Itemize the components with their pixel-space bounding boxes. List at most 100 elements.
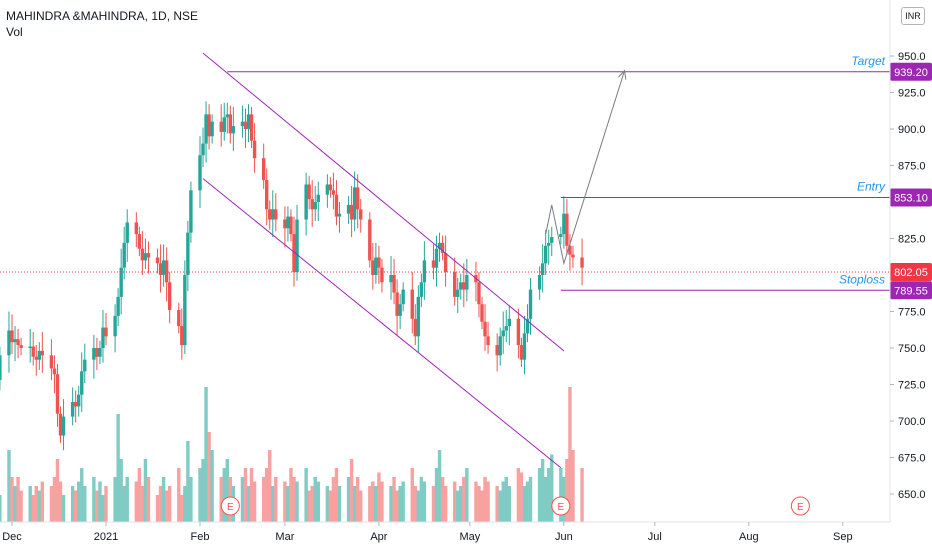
candle-body: [119, 267, 123, 297]
volume-bar: [525, 481, 530, 522]
candle-body: [374, 257, 378, 275]
volume-bar: [410, 468, 414, 522]
candle-body: [134, 222, 139, 235]
candle-body: [416, 296, 421, 337]
candle-body: [143, 253, 148, 261]
volume-bar: [559, 468, 563, 522]
candle-body: [292, 234, 296, 273]
drawings[interactable]: 802.05 939.20 Target 853.10 Entry 789.55 Stopl…: [0, 52, 932, 469]
candle-body: [222, 117, 226, 132]
candle-body: [431, 260, 436, 268]
volume-bar: [52, 477, 57, 522]
volume-bar: [422, 481, 427, 522]
volume-legend[interactable]: Vol: [6, 25, 23, 39]
volume-bar: [222, 468, 226, 522]
level-price-label: 939.20: [894, 67, 928, 79]
volume-bar: [331, 477, 336, 522]
candle-body: [92, 348, 96, 360]
volume-bar: [295, 481, 299, 522]
chart-legend[interactable]: MAHINDRA &MAHINDRA, 1D, NSE Vol: [6, 8, 198, 40]
volume-bar: [416, 490, 421, 522]
volume-bar: [359, 490, 363, 522]
candle-body: [0, 355, 2, 381]
projection-arrowhead: [617, 69, 627, 80]
candle-body: [307, 184, 311, 200]
candle-body: [401, 289, 405, 305]
y-tick-label: 950.0: [898, 51, 926, 63]
candle-body: [440, 242, 445, 254]
volume-bar: [265, 468, 269, 522]
candle-body: [443, 253, 448, 273]
volume-bar: [92, 477, 96, 522]
volume-bar: [325, 486, 330, 522]
volume-bar: [122, 486, 126, 522]
candle-body: [346, 204, 351, 214]
candle-body: [186, 232, 190, 275]
candle-body: [316, 194, 320, 202]
volume-bar: [568, 387, 572, 522]
volume-bar: [155, 495, 160, 522]
volume-bar: [77, 481, 81, 522]
volume-bar: [292, 477, 296, 522]
volume-bar: [286, 486, 290, 522]
candle-body: [286, 216, 290, 229]
level-name-label: Entry: [857, 179, 886, 193]
volume-bar: [198, 468, 202, 522]
symbol-title[interactable]: MAHINDRA &MAHINDRA, 1D, NSE: [6, 9, 199, 23]
candle-body: [540, 263, 545, 275]
volume-bar: [164, 490, 169, 522]
candle-body: [155, 257, 160, 264]
volume-bar: [289, 468, 293, 522]
candle-body: [462, 282, 466, 290]
level-price-tag: [890, 62, 932, 81]
candle-body: [313, 202, 317, 210]
projection-path: [545, 70, 625, 266]
volume-bar: [498, 490, 502, 522]
volume-bar: [440, 477, 445, 522]
volume-bar: [377, 472, 381, 522]
candle-body: [437, 242, 442, 249]
volume-bar: [34, 486, 38, 522]
candle-body: [525, 318, 530, 334]
y-tick-label: 775.0: [898, 307, 926, 319]
candle-body: [268, 209, 272, 220]
volume-bar: [37, 490, 41, 522]
volume-bar: [183, 486, 187, 522]
volume-bar: [158, 486, 163, 522]
candle-body: [562, 213, 566, 235]
candle-body: [113, 315, 117, 337]
candle-body: [498, 336, 502, 356]
candle-body: [325, 184, 330, 195]
level-name-label: Target: [851, 54, 885, 68]
candle-body: [331, 190, 336, 195]
volume-bar: [528, 477, 533, 522]
volume-bar: [137, 468, 142, 522]
candle-body: [52, 368, 57, 375]
candle-body: [252, 140, 257, 159]
candle-body: [389, 275, 393, 283]
candle-body: [283, 219, 287, 229]
candle-body: [98, 348, 102, 357]
candle-body: [568, 245, 572, 255]
x-tick-label: Dec: [2, 531, 22, 543]
volume-bar: [177, 468, 181, 522]
candle-body: [95, 348, 99, 357]
volume-bar: [465, 468, 469, 522]
volume-bar: [101, 495, 105, 522]
candle-body: [507, 318, 511, 327]
y-tick-label: 825.0: [898, 234, 926, 246]
currency-badge[interactable]: INR: [901, 7, 925, 25]
last-price-label: 802.05: [894, 267, 928, 279]
candle-body: [328, 184, 333, 191]
volume-bar: [83, 486, 87, 522]
candle-body: [495, 345, 499, 356]
volume-bar: [31, 495, 35, 522]
volume-bar: [261, 477, 266, 522]
candle-body: [19, 345, 23, 348]
volume-bar: [334, 468, 339, 522]
candle-body: [465, 275, 469, 290]
